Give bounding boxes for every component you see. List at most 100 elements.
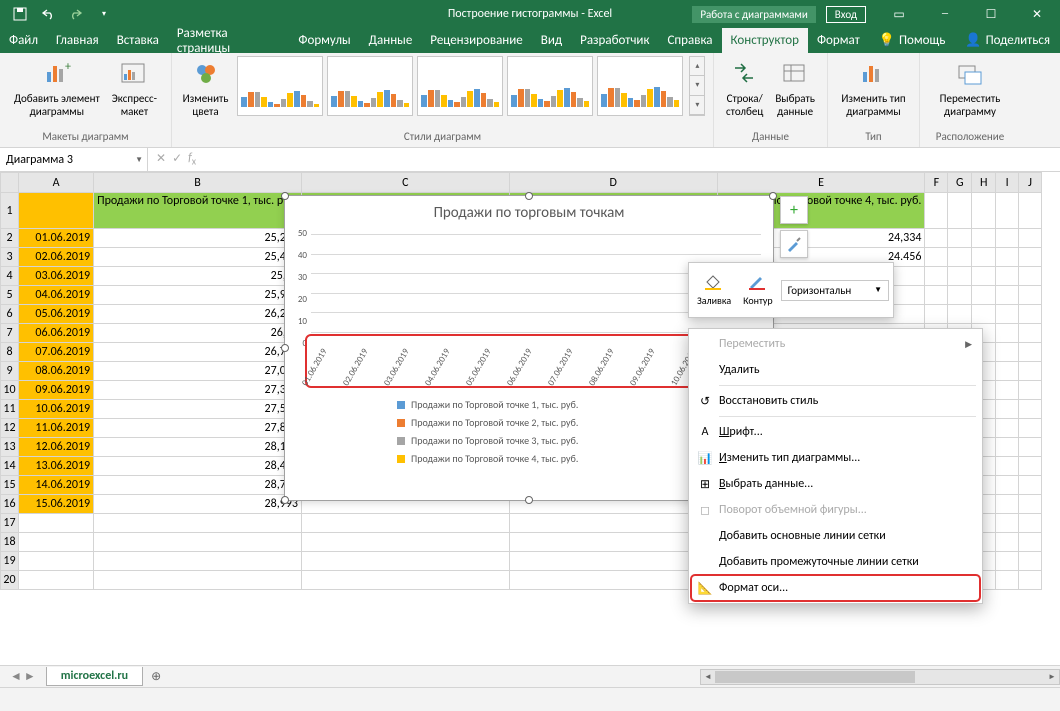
scroll-thumb[interactable] (715, 671, 915, 683)
row-header[interactable]: 17 (1, 514, 19, 533)
row-header[interactable]: 11 (1, 400, 19, 419)
outline-button[interactable]: Контур (739, 272, 777, 309)
scroll-left-icon[interactable]: ◄ (701, 670, 715, 684)
context-menu-item[interactable]: Добавить промежуточные линии сетки (691, 549, 980, 575)
row-header[interactable]: 12 (1, 419, 19, 438)
row-header[interactable]: 15 (1, 476, 19, 495)
selection-handle[interactable] (281, 192, 289, 200)
ribbon-tab-данные[interactable]: Данные (360, 28, 422, 53)
change-chart-type-button[interactable]: Изменить тип диаграммы (838, 56, 908, 120)
signin-button[interactable]: Вход (826, 6, 866, 23)
cancel-formula-icon[interactable]: ✕ (156, 151, 166, 167)
ribbon-tab-формат[interactable]: Формат (808, 28, 869, 53)
row-header[interactable]: 10 (1, 381, 19, 400)
row-header[interactable]: 16 (1, 495, 19, 514)
sheet-tab[interactable]: microexcel.ru (46, 667, 143, 686)
switch-row-col-button[interactable]: Строка/ столбец (723, 56, 766, 120)
fill-button[interactable]: Заливка (693, 272, 735, 309)
add-sheet-icon[interactable]: ⊕ (143, 669, 169, 684)
selection-handle[interactable] (281, 344, 289, 352)
context-menu-item[interactable]: ↺Восстановить стиль (691, 388, 980, 414)
name-box[interactable]: Диаграмма 3▼ (0, 148, 148, 171)
account-icon[interactable]: ▾ (90, 0, 118, 28)
row-header[interactable]: 1 (1, 193, 19, 229)
col-header[interactable]: I (996, 173, 1019, 193)
selection-handle[interactable] (281, 496, 289, 504)
worksheet-grid[interactable]: ABCDEFGHIJ 1 Продажи по Торговой точке 1, … (0, 172, 1060, 660)
ribbon-tab-разработчик[interactable]: Разработчик (571, 28, 658, 53)
ribbon-tab-рецензирование[interactable]: Рецензирование (421, 28, 531, 53)
chart-style-thumb[interactable] (597, 56, 683, 116)
share-button[interactable]: 👤Поделиться (955, 28, 1060, 53)
chart-element-selector[interactable]: Горизонтальн▼ (781, 280, 889, 301)
row-header[interactable]: 19 (1, 552, 19, 571)
row-header[interactable]: 6 (1, 305, 19, 324)
ribbon-tab-главная[interactable]: Главная (47, 28, 108, 53)
add-chart-element-button[interactable]: + Добавить элемент диаграммы (11, 56, 103, 120)
col-header[interactable]: E (717, 173, 925, 193)
row-header[interactable]: 3 (1, 248, 19, 267)
row-header[interactable]: 4 (1, 267, 19, 286)
select-data-button[interactable]: Выбрать данные (772, 56, 818, 120)
chart-legend[interactable]: Продажи по Торговой точке 1, тыс. руб.Пр… (397, 396, 578, 468)
fx-icon[interactable]: fx (188, 151, 196, 167)
ribbon-tab-вставка[interactable]: Вставка (108, 28, 168, 53)
accept-formula-icon[interactable]: ✓ (172, 151, 182, 167)
col-header[interactable]: G (948, 173, 972, 193)
move-chart-button[interactable]: Переместить диаграмму (937, 56, 1004, 120)
ribbon-tab-справка[interactable]: Справка (658, 28, 721, 53)
col-header[interactable]: A (19, 173, 94, 193)
maximize-icon[interactable]: ☐ (968, 0, 1014, 28)
selection-handle[interactable] (525, 192, 533, 200)
chart-style-thumb[interactable] (417, 56, 503, 116)
dropdown-icon[interactable]: ▼ (135, 155, 143, 165)
gallery-more-button[interactable]: ▴▾▾ (689, 56, 705, 116)
ribbon-tab-конструктор[interactable]: Конструктор (722, 28, 808, 53)
row-header[interactable]: 9 (1, 362, 19, 381)
save-icon[interactable] (6, 0, 34, 28)
redo-icon[interactable] (62, 0, 90, 28)
horizontal-scrollbar[interactable]: ◄ ► (700, 669, 1060, 685)
row-header[interactable]: 2 (1, 229, 19, 248)
context-menu-item[interactable]: AШрифт... (691, 419, 980, 445)
col-header[interactable]: D (509, 173, 717, 193)
context-menu-item[interactable]: Удалить (691, 357, 980, 383)
row-header[interactable]: 14 (1, 457, 19, 476)
context-menu-item[interactable]: 📐Формат оси... (691, 575, 980, 601)
context-menu-item[interactable]: Добавить основные линии сетки (691, 523, 980, 549)
context-menu-item[interactable]: ⊞Выбрать данные... (691, 471, 980, 497)
row-header[interactable]: 8 (1, 343, 19, 362)
row-header[interactable]: 13 (1, 438, 19, 457)
express-layout-button[interactable]: Экспресс- макет (109, 56, 160, 120)
row-header[interactable]: 18 (1, 533, 19, 552)
row-header[interactable]: 20 (1, 571, 19, 590)
col-header[interactable]: B (94, 173, 302, 193)
ribbon-tab-разметка страницы[interactable]: Разметка страницы (168, 28, 290, 53)
chart-title[interactable]: Продажи по торговым точкам (285, 196, 773, 226)
sheet-nav[interactable]: ◄► (0, 669, 46, 684)
context-menu-item[interactable]: 📊Изменить тип диаграммы... (691, 445, 980, 471)
selection-handle[interactable] (525, 496, 533, 504)
change-colors-button[interactable]: Изменить цвета (180, 56, 232, 120)
selection-handle[interactable] (769, 192, 777, 200)
chart-style-thumb[interactable] (237, 56, 323, 116)
minimize-icon[interactable]: ─ (922, 0, 968, 28)
help-lightbulb[interactable]: 💡Помощь (869, 28, 956, 53)
chart-style-thumb[interactable] (507, 56, 593, 116)
col-header[interactable]: J (1019, 173, 1042, 193)
col-header[interactable]: C (301, 173, 509, 193)
scroll-right-icon[interactable]: ► (1045, 670, 1059, 684)
col-header[interactable]: H (972, 173, 996, 193)
ribbon-tab-вид[interactable]: Вид (532, 28, 571, 53)
row-header[interactable]: 7 (1, 324, 19, 343)
undo-icon[interactable] (34, 0, 62, 28)
col-header[interactable]: F (925, 173, 948, 193)
ribbon-tab-файл[interactable]: Файл (0, 28, 47, 53)
close-icon[interactable]: ✕ (1014, 0, 1060, 28)
ribbon-tab-формулы[interactable]: Формулы (289, 28, 359, 53)
ribbon-options-icon[interactable]: ▭ (876, 0, 922, 28)
row-header[interactable]: 5 (1, 286, 19, 305)
chart-elements-plus-icon[interactable]: + (780, 196, 808, 224)
chart-style-thumb[interactable] (327, 56, 413, 116)
chart-styles-brush-icon[interactable] (780, 230, 808, 258)
